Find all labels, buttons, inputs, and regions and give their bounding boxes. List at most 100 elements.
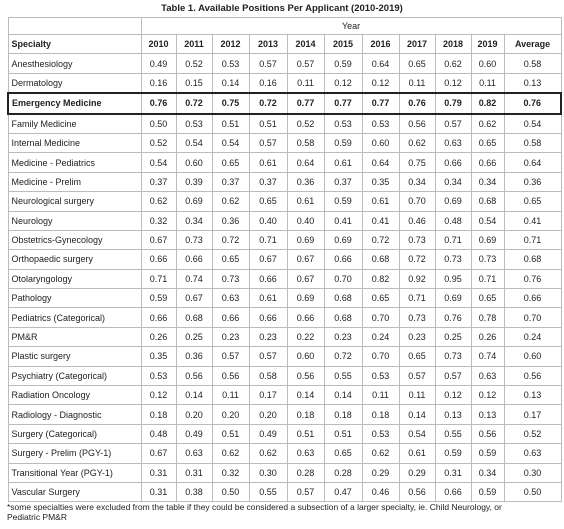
value-cell: 0.61 <box>248 152 288 173</box>
value-cell: 0.65 <box>211 152 250 173</box>
value-cell: 0.92 <box>398 268 436 290</box>
value-cell: 0.49 <box>175 423 213 445</box>
value-cell: 0.11 <box>398 72 436 94</box>
value-cell: 0.69 <box>286 288 325 309</box>
value-cell: 0.59 <box>323 191 363 212</box>
value-cell: 0.62 <box>211 443 250 464</box>
value-cell: 0.12 <box>470 385 505 406</box>
value-cell: 0.56 <box>286 365 325 387</box>
value-cell: 0.66 <box>434 481 472 503</box>
header-cell: 2012 <box>211 33 250 55</box>
value-cell: 0.23 <box>398 326 436 348</box>
value-cell: 0.62 <box>211 191 250 212</box>
value-cell: 0.69 <box>323 229 363 251</box>
value-cell: 0.56 <box>211 365 250 387</box>
value-cell: 0.59 <box>470 481 505 503</box>
value-cell: 0.56 <box>398 481 436 503</box>
value-cell: 0.65 <box>248 191 288 212</box>
value-cell: 0.18 <box>140 404 177 425</box>
value-cell: 0.40 <box>248 210 288 231</box>
value-cell: 0.34 <box>434 171 472 193</box>
value-cell: 0.20 <box>248 404 288 425</box>
value-cell: 0.72 <box>248 92 288 115</box>
header-cell: 2019 <box>470 33 505 55</box>
value-cell: 0.65 <box>361 288 400 309</box>
data-row: Psychiatry (Categorical) 0.53 0.56 0.56 0.58… <box>7 365 562 387</box>
value-cell: 0.68 <box>323 288 363 309</box>
value-cell: 0.72 <box>175 92 213 115</box>
value-cell: 0.69 <box>470 229 505 251</box>
value-cell: 0.57 <box>434 365 472 387</box>
value-cell: 0.58 <box>248 365 288 387</box>
value-cell: 0.51 <box>286 423 325 445</box>
data-row: Radiation Oncology 0.12 0.14 0.11 0.17 0.14 0.… <box>7 385 562 406</box>
value-cell: 0.24 <box>503 326 562 348</box>
value-cell: 0.60 <box>503 346 562 367</box>
value-cell: 0.64 <box>361 152 400 173</box>
value-cell: 0.41 <box>323 210 363 231</box>
value-cell: 0.17 <box>503 404 562 425</box>
value-cell: 0.70 <box>361 346 400 367</box>
value-cell: 0.74 <box>470 346 505 367</box>
data-row: Family Medicine 0.50 0.53 0.51 0.51 0.52 0.53 0… <box>7 113 562 134</box>
value-cell: 0.65 <box>398 346 436 367</box>
value-cell: 0.95 <box>434 268 472 290</box>
value-cell: 0.72 <box>398 249 436 270</box>
table-title: Table 1. Available Positions Per Applica… <box>161 3 403 14</box>
value-cell: 0.59 <box>470 443 505 464</box>
value-cell: 0.72 <box>323 346 363 367</box>
value-cell: 0.37 <box>323 171 363 193</box>
specialty-cell: Obstetrics-Gynecology <box>7 229 142 251</box>
value-cell: 0.46 <box>398 210 436 231</box>
value-cell: 0.23 <box>323 326 363 348</box>
value-cell: 0.82 <box>470 92 505 115</box>
value-cell: 0.68 <box>175 307 213 328</box>
value-cell: 0.12 <box>323 72 363 94</box>
value-cell: 0.50 <box>503 481 562 503</box>
value-cell: 0.72 <box>361 229 400 251</box>
header-cell: 2011 <box>175 33 213 55</box>
value-cell: 0.18 <box>286 404 325 425</box>
value-cell: 0.62 <box>398 132 436 154</box>
value-cell: 0.31 <box>434 462 472 483</box>
value-cell: 0.66 <box>248 307 288 328</box>
value-cell: 0.61 <box>361 191 400 212</box>
value-cell: 0.26 <box>140 326 177 348</box>
value-cell: 0.71 <box>248 229 288 251</box>
value-cell: 0.53 <box>361 423 400 445</box>
specialty-cell: Radiation Oncology <box>7 385 142 406</box>
specialty-cell: Plastic surgery <box>7 346 142 367</box>
data-row: Neurology 0.32 0.34 0.36 0.40 0.40 0.41 0.41 0.4… <box>7 210 562 231</box>
value-cell: 0.14 <box>286 385 325 406</box>
value-cell: 0.11 <box>211 385 250 406</box>
value-cell: 0.53 <box>140 365 177 387</box>
value-cell: 0.61 <box>398 443 436 464</box>
value-cell: 0.62 <box>140 191 177 212</box>
value-cell: 0.55 <box>323 365 363 387</box>
value-cell: 0.18 <box>361 404 400 425</box>
value-cell: 0.63 <box>503 443 562 464</box>
value-cell: 0.54 <box>470 210 505 231</box>
data-row: Plastic surgery 0.35 0.36 0.57 0.57 0.60 0.72 0… <box>7 346 562 367</box>
value-cell: 0.57 <box>398 365 436 387</box>
value-cell: 0.70 <box>398 191 436 212</box>
value-cell: 0.22 <box>286 326 325 348</box>
value-cell: 0.34 <box>470 462 505 483</box>
data-row: Medicine - Pediatrics 0.54 0.60 0.65 0.61 0.6… <box>7 152 562 173</box>
specialty-cell: Pathology <box>7 288 142 309</box>
value-cell: 0.67 <box>140 229 177 251</box>
value-cell: 0.60 <box>470 53 505 74</box>
value-cell: 0.37 <box>140 171 177 193</box>
value-cell: 0.76 <box>503 92 563 115</box>
group-header: Year <box>140 17 562 35</box>
value-cell: 0.57 <box>211 346 250 367</box>
value-cell: 0.20 <box>211 404 250 425</box>
value-cell: 0.68 <box>361 249 400 270</box>
value-cell: 0.54 <box>503 113 562 134</box>
value-cell: 0.73 <box>175 229 213 251</box>
value-cell: 0.63 <box>175 443 213 464</box>
value-cell: 0.51 <box>211 423 250 445</box>
data-row: Medicine - Prelim 0.37 0.39 0.37 0.37 0.36 0.3… <box>7 171 562 193</box>
value-cell: 0.48 <box>140 423 177 445</box>
value-cell: 0.53 <box>175 113 213 134</box>
